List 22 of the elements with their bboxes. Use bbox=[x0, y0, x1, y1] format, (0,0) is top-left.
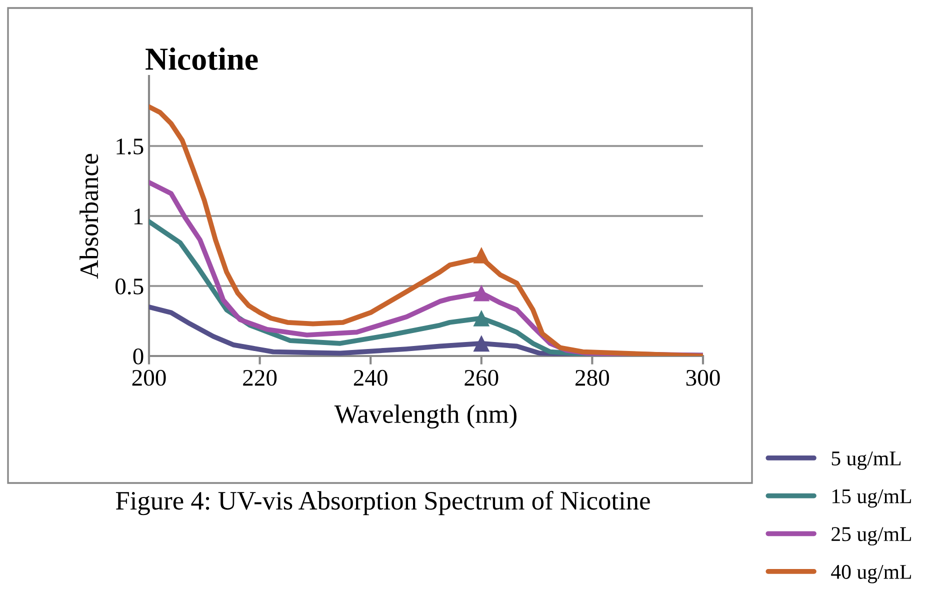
point bbox=[473, 284, 490, 302]
legend-label: 5 ug/mL bbox=[832, 452, 901, 470]
point bbox=[473, 335, 490, 352]
x-tick-label: 240 bbox=[354, 370, 388, 386]
chart-title: Nicotine bbox=[146, 48, 258, 70]
y-tick-label: 0.5 bbox=[116, 278, 144, 295]
x-tick-label: 260 bbox=[464, 370, 498, 386]
y-tick-label: 0 bbox=[133, 348, 144, 364]
y-axis-title: Absorbance bbox=[80, 154, 98, 279]
x-tick-label: 300 bbox=[686, 370, 720, 386]
y-tick-label: 1 bbox=[134, 208, 143, 224]
point bbox=[473, 246, 490, 264]
x-tick-label: 280 bbox=[576, 370, 610, 386]
x-tick-label: 200 bbox=[132, 370, 166, 386]
legend-label: 40 ug/mL bbox=[831, 564, 911, 584]
x-axis-title: Wavelength (nm) bbox=[334, 404, 516, 428]
point bbox=[473, 310, 490, 326]
legend-label: 15 ug/mL bbox=[832, 489, 911, 508]
x-tick-label: 220 bbox=[243, 370, 277, 386]
y-tick-label: 1.5 bbox=[116, 138, 144, 155]
legend-label: 25 ug/mL bbox=[832, 527, 911, 546]
caption: Figure 4: UV-vis Absorption Spectrum of Nicotine bbox=[116, 490, 650, 516]
